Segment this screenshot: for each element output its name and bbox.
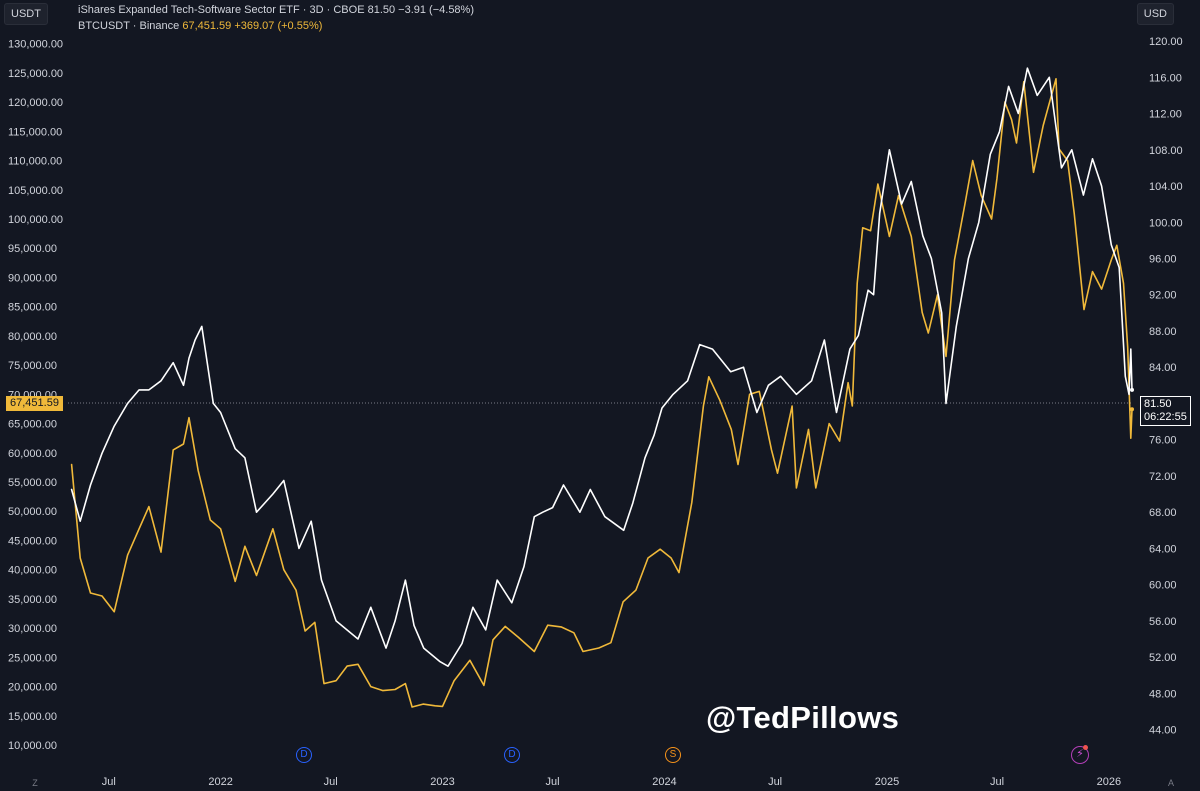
- right-price-axis[interactable]: 44.00 48.00 52.00 56.00 60.00 64.00 68.00 72.00…: [1149, 36, 1183, 737]
- left-axis-tick-label: 30,000.00: [8, 623, 57, 635]
- btc-last-point: [1130, 407, 1134, 412]
- igv-last-price-tag: 81.50 06:22:55: [1140, 396, 1191, 426]
- right-axis-tick-label: 68.00: [1149, 507, 1177, 519]
- btc-price-line: [70, 78, 1133, 708]
- left-axis-tick-label: 25,000.00: [8, 652, 57, 664]
- time-axis-tick-label: 2024: [652, 776, 676, 788]
- left-axis-tick-label: 115,000.00: [8, 126, 62, 138]
- left-axis-tick-label: 130,000.00: [8, 39, 63, 51]
- right-axis-tick-label: 96.00: [1149, 253, 1177, 265]
- right-axis-tick-label: 48.00: [1149, 688, 1177, 700]
- right-axis-tick-label: 84.00: [1149, 362, 1177, 374]
- dividend-marker[interactable]: D: [504, 747, 520, 763]
- right-axis-tick-label: 116.00: [1149, 72, 1182, 84]
- left-currency-badge[interactable]: USDT: [4, 3, 48, 25]
- time-axis-tick-label: Jul: [546, 776, 560, 788]
- right-axis-tick-label: 92.00: [1149, 290, 1177, 302]
- left-axis-tick-label: 90,000.00: [8, 272, 57, 284]
- left-axis-tick-label: 15,000.00: [8, 711, 57, 723]
- legend-btc-value: 67,451.59 +369.07 (+0.55%): [182, 20, 323, 32]
- left-axis-tick-label: 120,000.00: [8, 97, 63, 109]
- time-axis-tick-label: 2025: [875, 776, 899, 788]
- watermark: @TedPillows: [706, 700, 900, 735]
- igv-last-point: [1130, 387, 1134, 392]
- left-axis-tick-label: 105,000.00: [8, 185, 63, 197]
- left-axis-tick-label: 85,000.00: [8, 302, 57, 314]
- right-axis-tick-label: 104.00: [1149, 181, 1183, 193]
- time-axis-tick-label: 2022: [208, 776, 232, 788]
- legend-btc-label: BTCUSDT · Binance: [78, 20, 180, 32]
- notification-dot: [1083, 745, 1088, 750]
- right-axis-tick-label: 88.00: [1149, 326, 1177, 338]
- right-currency-badge[interactable]: USD: [1136, 3, 1174, 25]
- right-axis-tick-label: 72.00: [1149, 471, 1177, 483]
- left-axis-tick-label: 75,000.00: [8, 360, 57, 372]
- right-axis-tick-label: 56.00: [1149, 616, 1177, 628]
- left-axis-tick-label: 65,000.00: [8, 419, 57, 431]
- left-axis-tick-label: 95,000.00: [8, 243, 57, 255]
- time-axis-tick-label: 2023: [430, 776, 454, 788]
- bar-countdown: 06:22:55: [1144, 411, 1187, 423]
- legend-igv[interactable]: iShares Expanded Tech-Software Sector ET…: [78, 4, 474, 16]
- right-axis-tick-label: 44.00: [1149, 725, 1177, 737]
- right-axis-tick-label: 112.00: [1149, 109, 1182, 121]
- left-axis-tick-label: 40,000.00: [8, 565, 57, 577]
- dividend-marker[interactable]: D: [296, 747, 312, 763]
- left-axis-tick-label: 10,000.00: [8, 740, 57, 752]
- left-price-axis[interactable]: 10,000.00 15,000.00 20,000.00 25,000.00 30,0…: [8, 39, 63, 752]
- zoom-toggle-button[interactable]: Z: [32, 778, 38, 788]
- right-axis-tick-label: 52.00: [1149, 652, 1177, 664]
- right-axis-tick-label: 76.00: [1149, 435, 1177, 447]
- time-axis-tick-label: 2026: [1097, 776, 1121, 788]
- btc-last-price-tag: 67,451.59: [6, 396, 63, 411]
- right-axis-tick-label: 100.00: [1149, 217, 1183, 229]
- left-axis-tick-label: 60,000.00: [8, 448, 57, 460]
- igv-price-line: [70, 67, 1133, 668]
- flash-event-icon[interactable]: ⚡: [1071, 746, 1089, 764]
- right-axis-tick-label: 120.00: [1149, 36, 1183, 48]
- right-axis-tick-label: 60.00: [1149, 580, 1177, 592]
- time-axis-tick-label: Jul: [768, 776, 782, 788]
- legend-btc[interactable]: BTCUSDT · Binance 67,451.59 +369.07 (+0.…: [78, 20, 322, 32]
- left-axis-tick-label: 55,000.00: [8, 477, 57, 489]
- left-axis-tick-label: 50,000.00: [8, 506, 57, 518]
- right-axis-tick-label: 108.00: [1149, 145, 1183, 157]
- left-axis-tick-label: 125,000.00: [8, 68, 63, 80]
- left-axis-tick-label: 80,000.00: [8, 331, 57, 343]
- left-axis-tick-label: 100,000.00: [8, 214, 63, 226]
- igv-last-price: 81.50: [1144, 398, 1172, 410]
- split-marker[interactable]: S: [665, 747, 681, 763]
- right-axis-tick-label: 64.00: [1149, 543, 1177, 555]
- left-axis-tick-label: 20,000.00: [8, 682, 57, 694]
- time-axis[interactable]: Jul 2022 Jul 2023 Jul 2024 Jul 2025 Jul 2026: [102, 776, 1121, 788]
- time-axis-tick-label: Jul: [324, 776, 338, 788]
- left-axis-tick-label: 45,000.00: [8, 535, 57, 547]
- left-axis-tick-label: 110,000.00: [8, 156, 62, 168]
- auto-scale-button[interactable]: A: [1167, 778, 1174, 788]
- left-axis-tick-label: 35,000.00: [8, 594, 57, 606]
- series-layer: [70, 67, 1134, 708]
- time-axis-tick-label: Jul: [990, 776, 1004, 788]
- time-axis-tick-label: Jul: [102, 776, 116, 788]
